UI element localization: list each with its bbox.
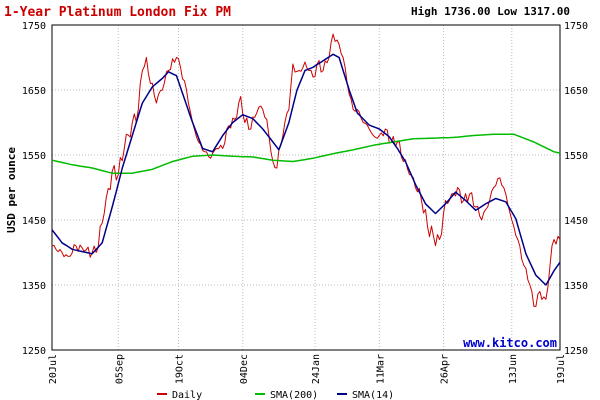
legend-label: SMA(14) — [352, 390, 394, 400]
y-tick-label-right: 1750 — [564, 21, 588, 32]
y-tick-label: 1650 — [22, 86, 46, 97]
y-tick-label: 1750 — [22, 21, 46, 32]
x-tick-label: 19Jul — [556, 354, 567, 384]
x-tick-label: 20Jul — [48, 354, 59, 384]
y-tick-label-right: 1650 — [564, 86, 588, 97]
y-axis-right: 1250 1350 1450 1550 1650 1750 — [564, 21, 588, 357]
y-tick-label: 1350 — [22, 281, 46, 292]
chart-title: 1-Year Platinum London Fix PM — [4, 5, 231, 20]
y-tick-label: 1250 — [22, 346, 46, 357]
x-tick-label: 05Sep — [114, 354, 125, 384]
x-tick-label: 04Dec — [239, 354, 250, 384]
plot-area-border — [51, 24, 561, 351]
watermark-link[interactable]: www.kitco.com — [463, 336, 557, 350]
x-tick-label: 19Oct — [174, 354, 185, 384]
series-lines — [51, 33, 561, 307]
y-tick-label-right: 1550 — [564, 151, 588, 162]
series-line — [51, 53, 561, 286]
y-tick-label-right: 1250 — [564, 346, 588, 357]
x-tick-label: 24Jan — [311, 354, 322, 384]
x-axis: 20Jul 05Sep 19Oct 04Dec 24Jan 11Mar 26Apr 13Jun… — [48, 354, 567, 384]
legend-label: SMA(200) — [270, 390, 318, 400]
x-tick-label: 13Jun — [508, 354, 519, 384]
series-line — [51, 133, 561, 174]
y-tick-label: 1550 — [22, 151, 46, 162]
grid-lines — [51, 24, 561, 351]
legend-label: Daily — [172, 390, 202, 400]
x-tick-label: 11Mar — [375, 354, 386, 384]
y-tick-label: 1450 — [22, 216, 46, 227]
y-tick-label-right: 1450 — [564, 216, 588, 227]
y-axis-label: USD per ounce — [5, 147, 18, 233]
high-low-readout: High 1736.00 Low 1317.00 — [411, 5, 570, 18]
y-tick-label-right: 1350 — [564, 281, 588, 292]
y-axis-left: 1250 1350 1450 1550 1650 1750 — [22, 21, 46, 357]
x-tick-label: 26Apr — [440, 354, 451, 384]
legend: Daily SMA(200) SMA(14) — [157, 390, 394, 400]
